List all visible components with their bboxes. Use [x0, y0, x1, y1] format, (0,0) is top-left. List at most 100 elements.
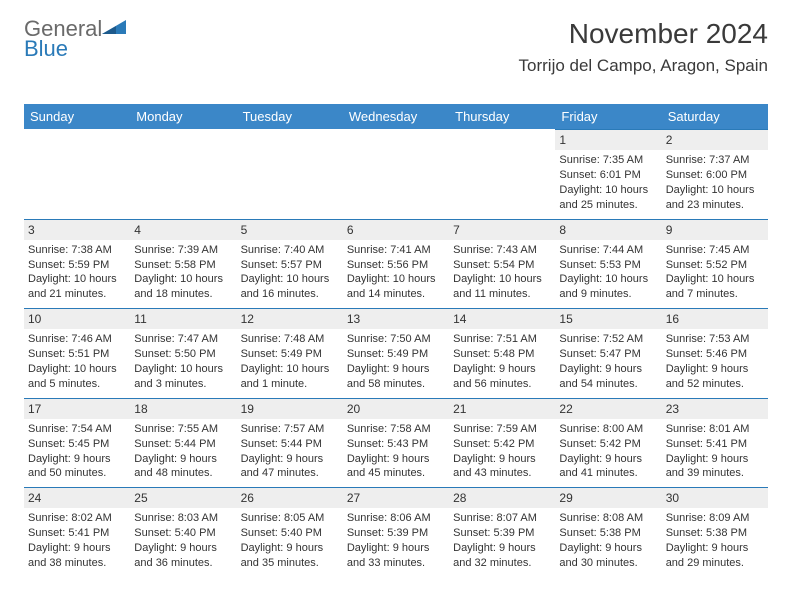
day-number: 13	[343, 308, 449, 329]
calendar-day-cell: 23 Sunrise: 8:01 AMSunset: 5:41 PMDayligh…	[662, 398, 768, 488]
day-daylight1: Daylight: 9 hours	[559, 452, 657, 467]
calendar-week-row: 1Sunrise: 7:35 AMSunset: 6:01 PMDaylight…	[24, 129, 768, 219]
calendar-day-cell: 20Sunrise: 7:58 AMSunset: 5:43 PMDayligh…	[343, 398, 449, 488]
day-daylight1: Daylight: 9 hours	[666, 362, 764, 377]
month-title: November 2024	[519, 18, 768, 50]
day-sunset: Sunset: 5:58 PM	[134, 258, 232, 273]
day-daylight2: and 35 minutes.	[241, 556, 339, 571]
calendar-table: Sunday Monday Tuesday Wednesday Thursday…	[24, 104, 768, 577]
day-sunset: Sunset: 5:54 PM	[453, 258, 551, 273]
day-daylight2: and 50 minutes.	[28, 466, 126, 481]
day-sunrise: Sunrise: 7:55 AM	[134, 422, 232, 437]
day-sunset: Sunset: 5:40 PM	[241, 526, 339, 541]
day-sunrise: Sunrise: 7:58 AM	[347, 422, 445, 437]
day-daylight1: Daylight: 9 hours	[453, 541, 551, 556]
day-daylight2: and 48 minutes.	[134, 466, 232, 481]
day-sunset: Sunset: 6:01 PM	[559, 168, 657, 183]
day-number: 18	[130, 398, 236, 419]
day-daylight1: Daylight: 9 hours	[453, 452, 551, 467]
day-daylight1: Daylight: 9 hours	[559, 362, 657, 377]
day-daylight1: Daylight: 9 hours	[666, 541, 764, 556]
day-number: 12	[237, 308, 343, 329]
logo: General Blue	[24, 18, 128, 60]
day-daylight1: Daylight: 9 hours	[453, 362, 551, 377]
day-sunrise: Sunrise: 7:45 AM	[666, 243, 764, 258]
calendar-day-cell: 9Sunrise: 7:45 AMSunset: 5:52 PMDaylight…	[662, 219, 768, 309]
day-daylight2: and 1 minute.	[241, 377, 339, 392]
calendar-day-cell: 4Sunrise: 7:39 AMSunset: 5:58 PMDaylight…	[130, 219, 236, 309]
day-number: 1	[555, 129, 661, 150]
calendar-day-cell: 18Sunrise: 7:55 AMSunset: 5:44 PMDayligh…	[130, 398, 236, 488]
day-daylight1: Daylight: 9 hours	[28, 452, 126, 467]
day-sunset: Sunset: 5:43 PM	[347, 437, 445, 452]
calendar-day-cell: 6Sunrise: 7:41 AMSunset: 5:56 PMDaylight…	[343, 219, 449, 309]
day-number	[130, 129, 236, 150]
day-sunrise: Sunrise: 7:41 AM	[347, 243, 445, 258]
day-daylight2: and 36 minutes.	[134, 556, 232, 571]
day-number: 23	[662, 398, 768, 419]
day-number: 30	[662, 487, 768, 508]
day-sunrise: Sunrise: 8:02 AM	[28, 511, 126, 526]
calendar-day-cell	[343, 129, 449, 219]
day-daylight2: and 23 minutes.	[666, 198, 764, 213]
calendar-day-cell: 5Sunrise: 7:40 AMSunset: 5:57 PMDaylight…	[237, 219, 343, 309]
day-sunrise: Sunrise: 7:59 AM	[453, 422, 551, 437]
day-sunset: Sunset: 5:42 PM	[559, 437, 657, 452]
calendar-day-cell: 19Sunrise: 7:57 AMSunset: 5:44 PMDayligh…	[237, 398, 343, 488]
day-sunrise: Sunrise: 7:44 AM	[559, 243, 657, 258]
day-daylight2: and 47 minutes.	[241, 466, 339, 481]
day-number: 26	[237, 487, 343, 508]
day-sunrise: Sunrise: 8:01 AM	[666, 422, 764, 437]
day-daylight2: and 11 minutes.	[453, 287, 551, 302]
day-sunset: Sunset: 5:39 PM	[453, 526, 551, 541]
calendar-day-cell: 15Sunrise: 7:52 AMSunset: 5:47 PMDayligh…	[555, 308, 661, 398]
day-number: 15	[555, 308, 661, 329]
day-sunset: Sunset: 5:52 PM	[666, 258, 764, 273]
day-daylight2: and 7 minutes.	[666, 287, 764, 302]
day-number	[343, 129, 449, 150]
day-sunset: Sunset: 5:41 PM	[28, 526, 126, 541]
calendar-day-cell: 1Sunrise: 7:35 AMSunset: 6:01 PMDaylight…	[555, 129, 661, 219]
weekday-header: Friday	[555, 104, 661, 129]
calendar-day-cell: 21Sunrise: 7:59 AMSunset: 5:42 PMDayligh…	[449, 398, 555, 488]
day-daylight2: and 38 minutes.	[28, 556, 126, 571]
day-number: 3	[24, 219, 130, 240]
day-daylight2: and 41 minutes.	[559, 466, 657, 481]
weekday-header: Thursday	[449, 104, 555, 129]
day-sunset: Sunset: 5:39 PM	[347, 526, 445, 541]
day-daylight1: Daylight: 10 hours	[134, 362, 232, 377]
day-daylight1: Daylight: 10 hours	[666, 183, 764, 198]
logo-text-blue: Blue	[24, 38, 128, 60]
day-sunrise: Sunrise: 7:37 AM	[666, 153, 764, 168]
calendar-day-cell: 22Sunrise: 8:00 AMSunset: 5:42 PMDayligh…	[555, 398, 661, 488]
day-sunset: Sunset: 5:46 PM	[666, 347, 764, 362]
day-sunrise: Sunrise: 7:40 AM	[241, 243, 339, 258]
day-daylight2: and 25 minutes.	[559, 198, 657, 213]
day-daylight1: Daylight: 9 hours	[28, 541, 126, 556]
day-sunset: Sunset: 5:48 PM	[453, 347, 551, 362]
day-daylight2: and 45 minutes.	[347, 466, 445, 481]
day-daylight1: Daylight: 10 hours	[28, 272, 126, 287]
day-number	[237, 129, 343, 150]
day-daylight1: Daylight: 9 hours	[134, 452, 232, 467]
logo-triangle-icon	[102, 18, 128, 40]
day-sunrise: Sunrise: 8:09 AM	[666, 511, 764, 526]
day-daylight2: and 56 minutes.	[453, 377, 551, 392]
day-sunset: Sunset: 5:47 PM	[559, 347, 657, 362]
day-sunset: Sunset: 5:49 PM	[241, 347, 339, 362]
day-daylight1: Daylight: 9 hours	[666, 452, 764, 467]
calendar-day-cell: 3Sunrise: 7:38 AMSunset: 5:59 PMDaylight…	[24, 219, 130, 309]
day-number: 16	[662, 308, 768, 329]
day-daylight2: and 52 minutes.	[666, 377, 764, 392]
day-sunset: Sunset: 5:57 PM	[241, 258, 339, 273]
day-daylight1: Daylight: 9 hours	[241, 541, 339, 556]
day-sunset: Sunset: 5:41 PM	[666, 437, 764, 452]
calendar-day-cell: 16Sunrise: 7:53 AMSunset: 5:46 PMDayligh…	[662, 308, 768, 398]
day-number: 28	[449, 487, 555, 508]
day-sunrise: Sunrise: 8:05 AM	[241, 511, 339, 526]
calendar-week-row: 24Sunrise: 8:02 AMSunset: 5:41 PMDayligh…	[24, 487, 768, 577]
weekday-header: Tuesday	[237, 104, 343, 129]
calendar-day-cell: 30Sunrise: 8:09 AMSunset: 5:38 PMDayligh…	[662, 487, 768, 577]
day-sunset: Sunset: 5:42 PM	[453, 437, 551, 452]
day-daylight1: Daylight: 9 hours	[241, 452, 339, 467]
